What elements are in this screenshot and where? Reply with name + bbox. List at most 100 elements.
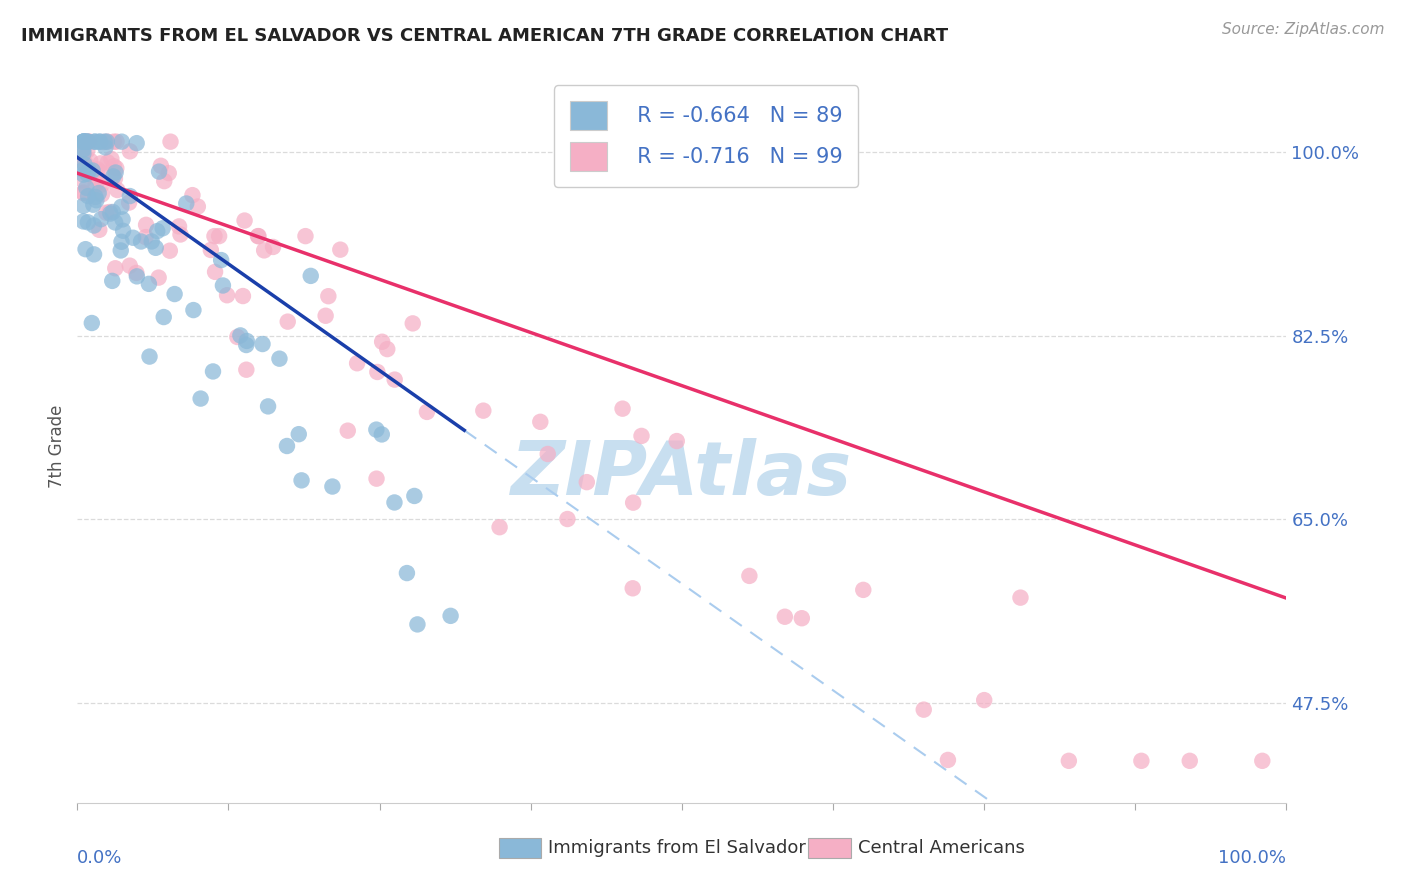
Point [200, 243, 222, 257]
Point [190, 392, 212, 406]
Point [76, 135, 98, 149]
Point [973, 693, 995, 707]
Text: 100.0%: 100.0% [1219, 849, 1286, 867]
Point [246, 229, 269, 244]
Point [104, 171, 127, 186]
Point [287, 427, 309, 442]
Point [72, 186, 94, 200]
Point [72, 135, 94, 149]
Point [276, 439, 298, 453]
Point [488, 520, 510, 534]
Point [174, 196, 197, 211]
Point [145, 241, 167, 255]
Point [402, 317, 425, 331]
Point [96, 135, 118, 149]
Point [72, 146, 94, 161]
Point [371, 334, 394, 349]
Point [1178, 754, 1201, 768]
Point [262, 240, 284, 254]
Point [91, 178, 114, 192]
Point [118, 189, 141, 203]
Point [98, 205, 121, 219]
Point [290, 474, 312, 488]
Point [384, 495, 406, 509]
Text: Central Americans: Central Americans [858, 839, 1025, 857]
Point [253, 244, 276, 258]
Text: ZIPAtlas: ZIPAtlas [512, 438, 852, 511]
Point [93, 135, 115, 149]
Point [212, 278, 235, 293]
Point [135, 218, 157, 232]
Point [104, 215, 127, 229]
Point [208, 229, 231, 244]
Text: Source: ZipAtlas.com: Source: ZipAtlas.com [1222, 22, 1385, 37]
Point [77, 189, 100, 203]
Point [82, 163, 104, 178]
Point [87, 186, 110, 200]
Point [141, 235, 163, 249]
Point [86, 194, 108, 208]
Point [72, 153, 94, 167]
Point [183, 303, 205, 318]
Point [159, 135, 181, 149]
Point [118, 145, 141, 159]
Point [152, 310, 174, 324]
Point [169, 227, 191, 242]
Point [90, 156, 112, 170]
Point [236, 334, 259, 348]
Point [76, 144, 98, 158]
Point [366, 472, 388, 486]
Point [277, 315, 299, 329]
Point [226, 330, 249, 344]
Point [122, 231, 145, 245]
Point [72, 156, 94, 170]
Point [201, 364, 224, 378]
Point [157, 166, 180, 180]
Point [112, 224, 135, 238]
Point [299, 268, 322, 283]
Point [105, 135, 128, 149]
Point [209, 253, 232, 268]
Point [148, 164, 170, 178]
Point [83, 135, 105, 149]
Point [96, 135, 118, 149]
Point [621, 582, 644, 596]
Point [105, 183, 128, 197]
Point [294, 229, 316, 244]
Point [159, 244, 181, 258]
Point [72, 173, 94, 187]
Point [852, 582, 875, 597]
Point [89, 223, 111, 237]
Point [529, 415, 551, 429]
Point [110, 235, 132, 249]
Point [371, 427, 394, 442]
Point [153, 174, 176, 188]
Point [329, 243, 352, 257]
Point [72, 135, 94, 149]
Point [204, 229, 226, 244]
Point [75, 135, 97, 149]
Point [118, 259, 141, 273]
Point [100, 206, 122, 220]
Point [83, 135, 105, 149]
Point [86, 162, 108, 177]
Point [125, 136, 148, 151]
Point [229, 328, 252, 343]
Point [72, 199, 94, 213]
Point [72, 214, 94, 228]
Point [77, 135, 100, 149]
Point [83, 247, 105, 261]
Point [72, 135, 94, 149]
Point [125, 266, 148, 280]
Point [1057, 754, 1080, 768]
Point [77, 135, 100, 149]
Point [138, 277, 160, 291]
Point [472, 403, 495, 417]
Point [94, 140, 117, 154]
Point [79, 135, 101, 149]
Point [104, 165, 127, 179]
Point [110, 244, 132, 258]
Point [77, 163, 100, 178]
Point [630, 429, 652, 443]
Point [118, 195, 141, 210]
